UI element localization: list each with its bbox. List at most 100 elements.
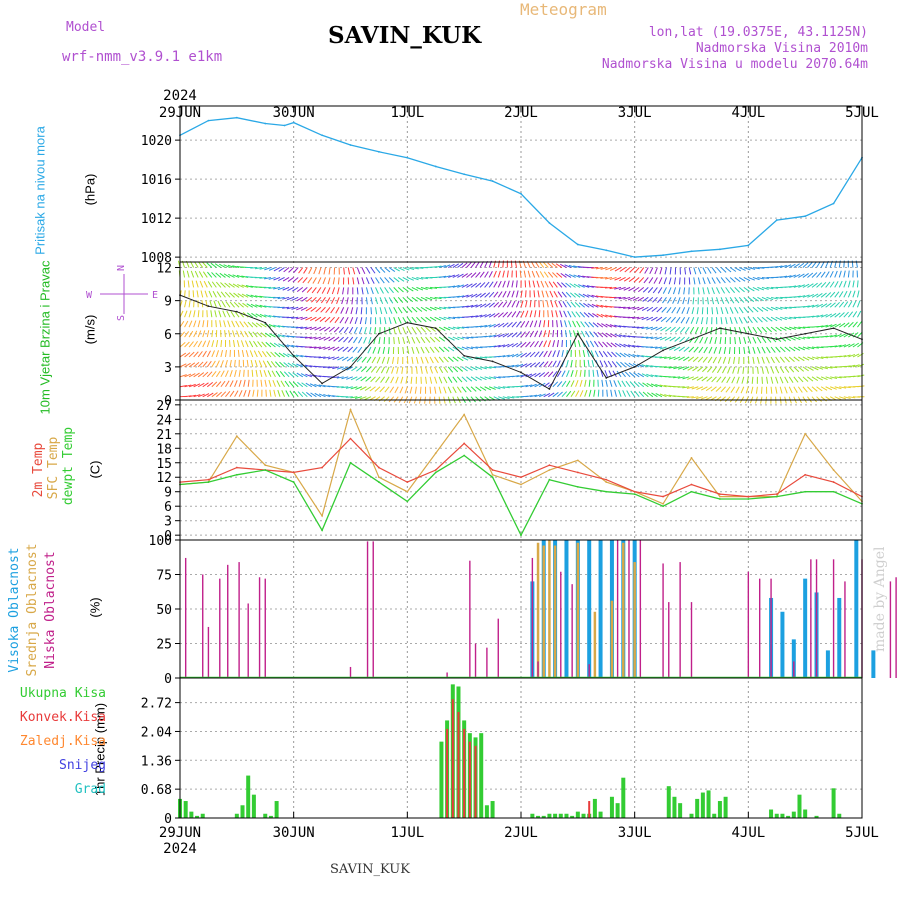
wind-barb xyxy=(247,321,254,328)
wind-barb xyxy=(802,283,810,288)
wind-barb xyxy=(360,307,363,315)
wind-barb xyxy=(591,303,599,308)
wind-barb xyxy=(266,351,272,358)
wind-barb xyxy=(197,310,200,318)
wind-barb xyxy=(318,384,326,388)
wind-barb xyxy=(278,352,285,358)
wind-barb xyxy=(793,356,800,362)
wind-barb xyxy=(641,326,649,330)
wind-barb xyxy=(347,267,351,275)
wind-barb xyxy=(696,386,704,391)
wind-barb xyxy=(300,326,308,330)
wind-barb xyxy=(197,372,205,378)
wind-barb xyxy=(784,275,792,278)
wind-barb xyxy=(816,376,823,381)
wind-barb xyxy=(770,296,778,300)
temp2m-line-point xyxy=(207,478,210,481)
wind-barb xyxy=(184,290,186,298)
wind-barb xyxy=(711,277,716,284)
wind-barb xyxy=(199,280,204,288)
pressure-line-point xyxy=(349,144,352,146)
wind-barb xyxy=(388,307,393,314)
wind-barb xyxy=(511,342,519,348)
wind-barb xyxy=(323,267,326,275)
wind-barb xyxy=(411,356,414,364)
wind-barb xyxy=(775,296,783,299)
cloud-bar xyxy=(536,542,540,678)
wind-barb xyxy=(606,341,613,348)
wind-barb xyxy=(843,311,849,318)
wind-barb xyxy=(838,270,842,278)
wind-barb xyxy=(434,296,442,300)
temp2m-line-point xyxy=(775,493,778,496)
wind-barb xyxy=(733,356,736,364)
wind-barb xyxy=(802,273,809,278)
wind-barb xyxy=(225,390,231,398)
temp-legend-label: SFC Temp xyxy=(46,437,61,500)
wind-barb xyxy=(402,267,410,271)
wind-barb xyxy=(439,264,446,268)
wind-barb xyxy=(365,297,368,305)
dewpoint-line-point xyxy=(491,476,494,479)
cloud-bar xyxy=(227,564,229,678)
wind-barb xyxy=(852,353,860,358)
wind-barb xyxy=(224,360,228,368)
wind-barb xyxy=(395,376,399,384)
wind-barb xyxy=(711,366,717,373)
wind-barb xyxy=(232,265,240,269)
wind-barb xyxy=(628,362,635,368)
wind-barb xyxy=(779,316,787,321)
precip-legend-label: Konvek.Kisa xyxy=(20,710,106,725)
cloud-bar xyxy=(815,559,818,678)
wind-barb xyxy=(443,264,451,268)
wind-barb xyxy=(707,356,713,364)
wind-barb xyxy=(411,276,419,281)
wind-barb xyxy=(208,290,213,298)
wind-barb xyxy=(743,306,749,314)
wind-barb xyxy=(586,350,590,358)
wind-barb xyxy=(529,320,534,328)
wind-barb xyxy=(279,361,285,368)
wind-barb xyxy=(388,327,391,335)
wind-barb xyxy=(802,336,810,339)
wind-barb xyxy=(629,371,635,378)
wind-barb xyxy=(355,376,363,381)
wind-barb xyxy=(252,331,258,338)
wind-barb xyxy=(506,290,511,298)
wind-barb xyxy=(502,322,509,328)
wind-barb xyxy=(802,262,809,268)
wind-barb xyxy=(328,326,335,333)
wind-barb xyxy=(215,370,221,378)
wind-barb xyxy=(738,316,743,324)
wind-barb xyxy=(220,282,226,288)
wind-barb xyxy=(214,310,217,318)
y-tick-label: 2.72 xyxy=(141,697,172,712)
wind-barb xyxy=(434,346,440,353)
temp2m-line-point xyxy=(804,473,807,476)
wind-barb xyxy=(570,301,576,308)
wind-barb xyxy=(264,332,272,338)
wind-barb xyxy=(682,366,690,371)
wind-barb xyxy=(224,282,231,288)
y-tick-label: 18 xyxy=(156,442,172,457)
wind-barb xyxy=(757,276,765,280)
wind-barb xyxy=(752,356,755,364)
wind-barb xyxy=(848,321,854,328)
wind-barb xyxy=(834,301,841,308)
wind-barb xyxy=(566,380,571,388)
wind-barb xyxy=(479,386,487,391)
wind-barb xyxy=(677,386,685,388)
wind-barb xyxy=(548,392,555,398)
wind-barb xyxy=(443,306,451,309)
wind-barb xyxy=(384,297,389,304)
wind-barb xyxy=(314,374,322,378)
wind-barb xyxy=(632,363,640,368)
wind-barb xyxy=(343,326,349,334)
wind-barb xyxy=(351,356,358,362)
wind-barb xyxy=(323,346,331,350)
wind-barb xyxy=(397,277,405,282)
cloud-bar xyxy=(542,545,545,678)
wind-barb xyxy=(484,366,492,369)
wind-barb xyxy=(452,274,460,278)
wind-barb xyxy=(289,390,295,397)
